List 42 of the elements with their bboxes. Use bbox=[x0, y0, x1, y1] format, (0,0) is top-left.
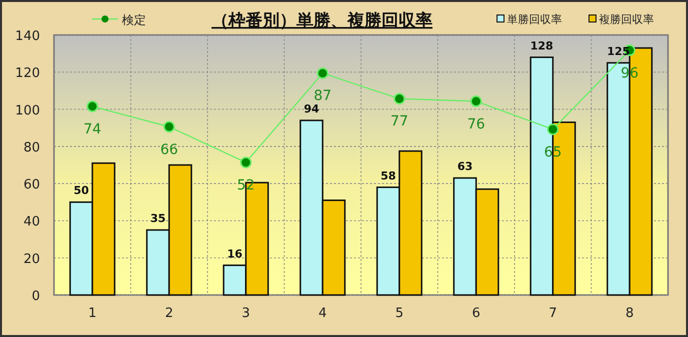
point bbox=[547, 124, 559, 136]
data-label: 16 bbox=[227, 247, 243, 260]
y-tick-label: 60 bbox=[23, 178, 40, 193]
data-label: 50 bbox=[74, 184, 90, 198]
y-tick-label: 140 bbox=[15, 29, 40, 44]
point bbox=[163, 121, 175, 133]
data-label: 87 bbox=[314, 88, 332, 104]
y-tick-label: 0 bbox=[32, 289, 40, 304]
x-tick-label: 3 bbox=[242, 306, 250, 321]
point bbox=[394, 92, 406, 104]
data-label: 65 bbox=[544, 144, 562, 160]
x-tick-label: 1 bbox=[88, 306, 97, 321]
x-tick-label: 8 bbox=[625, 306, 634, 321]
data-label: 66 bbox=[160, 142, 178, 158]
x-tick-label: 6 bbox=[472, 306, 480, 321]
legend-label: 単勝回収率 bbox=[507, 13, 562, 26]
data-label: 77 bbox=[390, 114, 408, 130]
data-label: 35 bbox=[150, 212, 166, 225]
y-tick-label: 40 bbox=[23, 214, 40, 230]
x-tick-label: 7 bbox=[548, 306, 558, 321]
data-label: 96 bbox=[620, 65, 639, 82]
data-label: 74 bbox=[83, 121, 102, 138]
point bbox=[240, 156, 252, 168]
x-tick-label: 2 bbox=[164, 306, 174, 321]
y-tick-label: 80 bbox=[23, 140, 40, 156]
y-tick-label: 120 bbox=[15, 66, 40, 82]
y-tick-label: 20 bbox=[23, 252, 40, 267]
data-label: 76 bbox=[467, 116, 486, 132]
data-label: 52 bbox=[236, 177, 255, 194]
point bbox=[470, 96, 482, 108]
point bbox=[86, 100, 98, 112]
data-label: 128 bbox=[530, 39, 554, 52]
legend-label: 検定 bbox=[122, 13, 146, 27]
x-tick-label: 5 bbox=[395, 306, 404, 321]
y-tick-label: 100 bbox=[15, 103, 40, 118]
point bbox=[316, 67, 328, 79]
x-tick-label: 4 bbox=[318, 306, 327, 321]
data-label: 58 bbox=[380, 169, 396, 182]
data-label: 94 bbox=[304, 102, 320, 116]
legend-label: 複勝回収率 bbox=[599, 13, 654, 26]
chart-title: （枠番別）単勝、複勝回収率 bbox=[212, 11, 432, 31]
data-label: 63 bbox=[457, 160, 473, 173]
